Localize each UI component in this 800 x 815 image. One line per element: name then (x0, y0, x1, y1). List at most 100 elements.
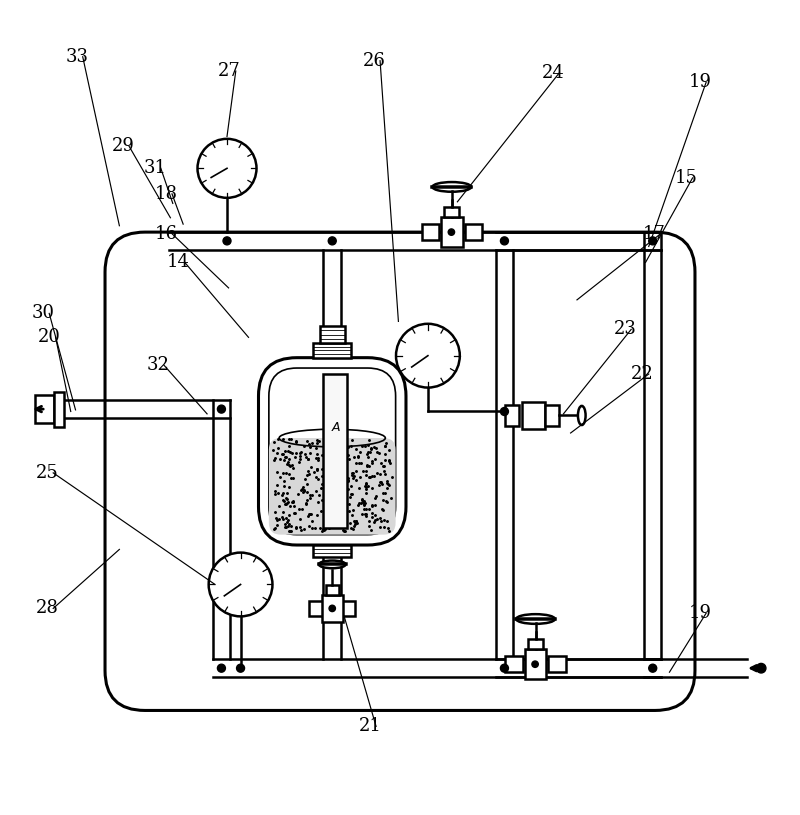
Point (325, 491, 338, 504)
Point (311, 434, 324, 447)
Point (300, 434, 313, 447)
Point (342, 441, 354, 454)
Point (337, 460, 350, 473)
Circle shape (448, 229, 454, 236)
Point (340, 460, 353, 474)
Point (382, 522, 394, 535)
Point (350, 465, 362, 478)
Point (278, 479, 290, 492)
Text: 21: 21 (358, 717, 382, 735)
Point (283, 446, 296, 459)
Point (282, 452, 295, 465)
Point (303, 468, 316, 481)
Point (344, 521, 357, 534)
Point (338, 488, 350, 501)
Point (360, 509, 373, 522)
Point (360, 459, 373, 472)
Point (322, 461, 334, 474)
Point (284, 524, 297, 537)
Point (310, 442, 322, 455)
Point (344, 491, 357, 504)
Point (280, 491, 293, 504)
Point (377, 460, 390, 473)
Point (342, 482, 354, 496)
Circle shape (501, 408, 509, 416)
Point (285, 472, 298, 485)
Point (286, 459, 298, 472)
Point (333, 465, 346, 478)
Circle shape (649, 664, 657, 672)
Point (333, 466, 346, 479)
Point (374, 511, 386, 524)
Point (286, 472, 299, 485)
Point (370, 489, 382, 502)
Point (329, 504, 342, 517)
Point (362, 479, 374, 492)
Point (336, 465, 349, 478)
Bar (528, 640, 543, 649)
Circle shape (218, 405, 226, 413)
Point (270, 514, 283, 527)
Point (350, 517, 363, 530)
Point (322, 504, 334, 517)
Point (380, 496, 393, 509)
Point (379, 494, 392, 507)
Bar (310, 601, 355, 616)
Point (301, 494, 314, 507)
Point (294, 513, 306, 526)
Point (328, 518, 341, 531)
Point (298, 484, 310, 497)
Point (316, 493, 329, 506)
Point (276, 488, 289, 501)
Point (330, 519, 342, 532)
Point (287, 506, 300, 519)
Bar (313, 343, 351, 358)
Point (358, 499, 370, 512)
Point (305, 508, 318, 521)
Point (342, 505, 355, 518)
Point (296, 485, 309, 498)
Point (286, 461, 299, 474)
Point (318, 440, 331, 453)
Point (358, 479, 371, 492)
Point (325, 479, 338, 492)
Point (301, 485, 314, 498)
Point (385, 470, 398, 483)
Point (335, 489, 348, 502)
Circle shape (501, 237, 509, 244)
Point (355, 507, 368, 520)
Point (355, 493, 368, 506)
Point (378, 521, 390, 534)
Point (274, 453, 286, 466)
Point (280, 457, 293, 470)
Point (346, 522, 359, 535)
Point (274, 470, 286, 483)
Point (268, 522, 281, 535)
Point (290, 434, 302, 447)
Point (329, 456, 342, 469)
Point (382, 455, 395, 468)
Point (378, 440, 391, 453)
Point (336, 496, 349, 509)
Point (280, 521, 293, 534)
Point (322, 512, 335, 525)
Point (302, 465, 314, 478)
Point (377, 493, 390, 506)
Point (359, 497, 372, 510)
Point (352, 451, 365, 464)
Ellipse shape (319, 561, 346, 568)
Bar (444, 207, 459, 217)
Bar (322, 595, 342, 622)
Point (346, 504, 359, 517)
Point (357, 465, 370, 478)
Point (365, 443, 378, 456)
Point (369, 499, 382, 512)
Point (310, 452, 322, 465)
Point (368, 515, 381, 528)
Point (310, 447, 323, 460)
Point (281, 493, 294, 506)
Point (337, 496, 350, 509)
Point (316, 462, 329, 475)
Point (312, 434, 325, 447)
Point (312, 453, 325, 466)
